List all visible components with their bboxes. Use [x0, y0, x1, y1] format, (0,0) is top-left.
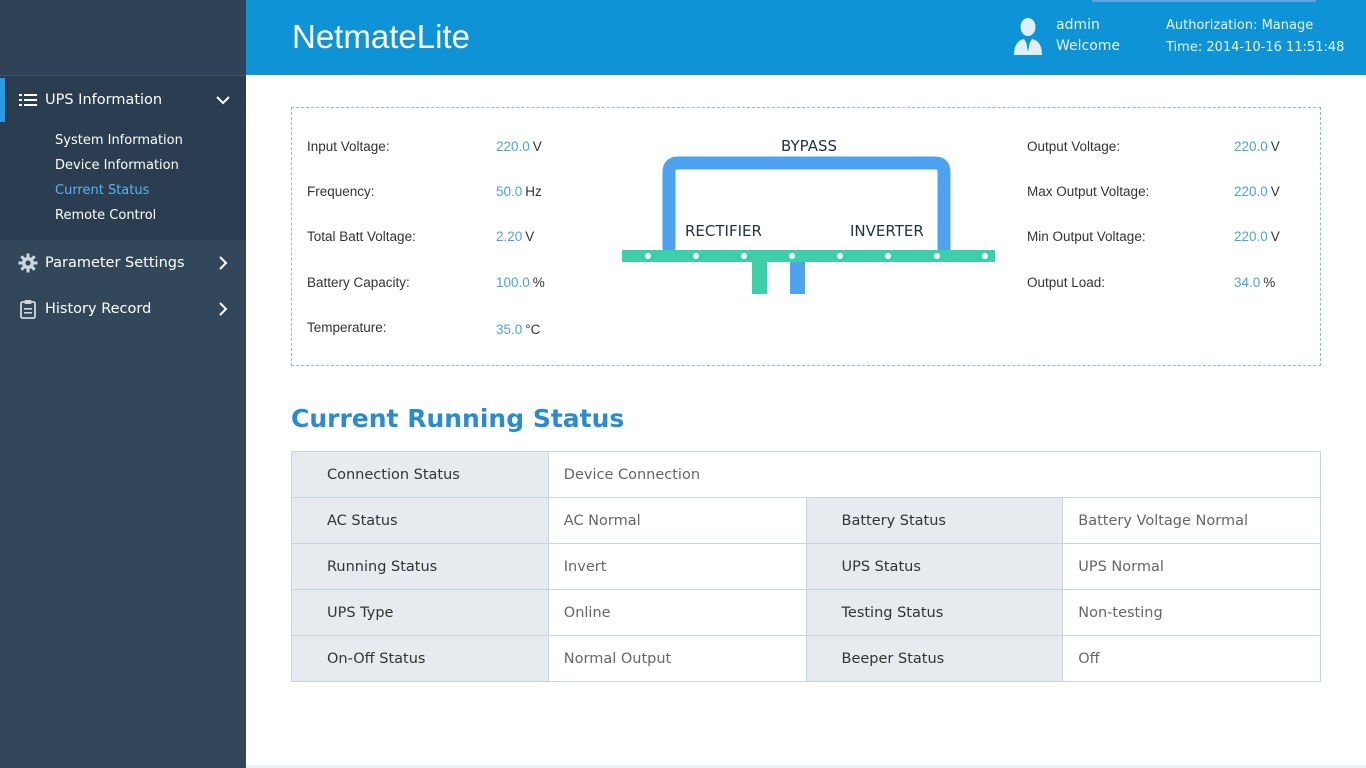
- metric-value: 35.0 °C: [496, 322, 541, 337]
- sidebar-item-current-status[interactable]: Current Status: [55, 183, 150, 198]
- app-title: NetmateLite: [292, 18, 470, 55]
- status-value: Online: [547, 589, 807, 636]
- metric-label: Temperature:: [307, 320, 387, 335]
- status-label: UPS Status: [805, 543, 1064, 590]
- inverter-label: INVERTER: [850, 222, 924, 240]
- metric-label: Min Output Voltage:: [1027, 229, 1146, 244]
- status-label: Running Status: [291, 543, 549, 590]
- nav-section-history-record: History Record: [0, 286, 246, 332]
- metric-label: Output Load:: [1027, 275, 1106, 290]
- status-label: UPS Type: [291, 589, 549, 636]
- metric-label: Output Voltage:: [1027, 139, 1121, 154]
- battery-drop-blue: [790, 262, 805, 294]
- status-value: Normal Output: [547, 635, 807, 682]
- welcome-text: Welcome: [1056, 38, 1121, 54]
- header-top-strip: [1091, 0, 1317, 2]
- main-content: Input Voltage: 220.0 V Frequency: 50.0 Hz …: [246, 75, 1366, 768]
- sidebar: UPS Information System Information Devic…: [0, 0, 246, 768]
- nav-section-ups-information: UPS Information System Information Devic…: [0, 76, 246, 240]
- table-row: UPS Type Online Testing Status Non-testi…: [291, 589, 1321, 636]
- ups-flow-diagram: BYPASS RECTIFIER INVERTER: [622, 138, 995, 294]
- status-value: Battery Voltage Normal: [1062, 497, 1321, 544]
- authorization-text: Authorization: Manage: [1166, 18, 1314, 33]
- metric-value: 100.0%: [496, 275, 545, 290]
- status-label: Beeper Status: [805, 635, 1064, 682]
- status-label: Testing Status: [805, 589, 1064, 636]
- table-row: On-Off Status Normal Output Beeper Statu…: [291, 635, 1321, 682]
- nav-parameter-settings[interactable]: Parameter Settings: [0, 240, 246, 286]
- metric-label: Total Batt Voltage:: [307, 229, 416, 244]
- bus-dots: [645, 253, 988, 259]
- metric-value: 50.0 Hz: [496, 184, 542, 199]
- nav-label: UPS Information: [45, 92, 163, 108]
- metric-value: 220.0 V: [1234, 184, 1280, 199]
- status-value: Non-testing: [1062, 589, 1321, 636]
- clipboard-icon: [18, 299, 38, 319]
- rectifier-label: RECTIFIER: [685, 222, 762, 240]
- status-label: AC Status: [291, 497, 549, 544]
- battery-drop-green: [752, 262, 767, 294]
- bypass-line: [662, 156, 951, 250]
- metric-label: Max Output Voltage:: [1027, 184, 1150, 199]
- status-value: Device Connection: [547, 451, 1322, 498]
- chevron-down-icon: [216, 93, 230, 107]
- chevron-right-icon: [216, 256, 230, 270]
- nav-history-record[interactable]: History Record: [0, 286, 246, 332]
- bypass-label: BYPASS: [781, 138, 837, 155]
- status-label: Connection Status: [291, 451, 549, 498]
- table-row: AC Status AC Normal Battery Status Batte…: [291, 497, 1321, 544]
- bus-bar: [622, 250, 995, 262]
- sidebar-item-device-information[interactable]: Device Information: [55, 158, 179, 173]
- metric-value: 220.0 V: [1234, 229, 1280, 244]
- table-row: Running Status Invert UPS Status UPS Nor…: [291, 543, 1321, 590]
- metric-value: 34.0%: [1234, 275, 1276, 290]
- metric-label: Battery Capacity:: [307, 275, 410, 290]
- status-label: Battery Status: [805, 497, 1064, 544]
- chevron-right-icon: [216, 302, 230, 316]
- time-text: Time: 2014-10-16 11:51:48: [1166, 40, 1345, 55]
- table-row: Connection Status Device Connection: [291, 451, 1322, 498]
- ups-status-panel: Input Voltage: 220.0 V Frequency: 50.0 Hz …: [291, 107, 1321, 366]
- nav-label: History Record: [45, 301, 152, 317]
- bottom-divider: [246, 765, 1366, 768]
- metric-value: 2.20 V: [496, 229, 535, 244]
- user-name: admin: [1056, 17, 1100, 33]
- list-icon: [18, 90, 38, 110]
- gear-icon: [18, 253, 38, 273]
- ups-information-submenu: System Information Device Information Cu…: [0, 124, 246, 240]
- running-status-table: Connection Status Device Connection AC S…: [291, 451, 1322, 682]
- user-icon: [1012, 16, 1044, 56]
- sidebar-logo-area: [0, 0, 246, 76]
- top-header: NetmateLite admin Welcome Authorization:…: [246, 0, 1366, 75]
- section-title: Current Running Status: [291, 404, 625, 433]
- metric-label: Input Voltage:: [307, 139, 390, 154]
- status-value: AC Normal: [547, 497, 807, 544]
- metric-value: 220.0 V: [1234, 139, 1280, 154]
- metric-label: Frequency:: [307, 184, 375, 199]
- status-label: On-Off Status: [291, 635, 549, 682]
- status-value: Invert: [547, 543, 807, 590]
- sidebar-item-remote-control[interactable]: Remote Control: [55, 208, 157, 223]
- nav-label: Parameter Settings: [45, 255, 185, 271]
- nav-section-parameter-settings: Parameter Settings: [0, 240, 246, 286]
- nav-ups-information[interactable]: UPS Information: [0, 76, 246, 124]
- status-value: UPS Normal: [1062, 543, 1321, 590]
- sidebar-item-system-information[interactable]: System Information: [55, 133, 183, 148]
- status-value: Off: [1062, 635, 1321, 682]
- metric-value: 220.0 V: [496, 139, 542, 154]
